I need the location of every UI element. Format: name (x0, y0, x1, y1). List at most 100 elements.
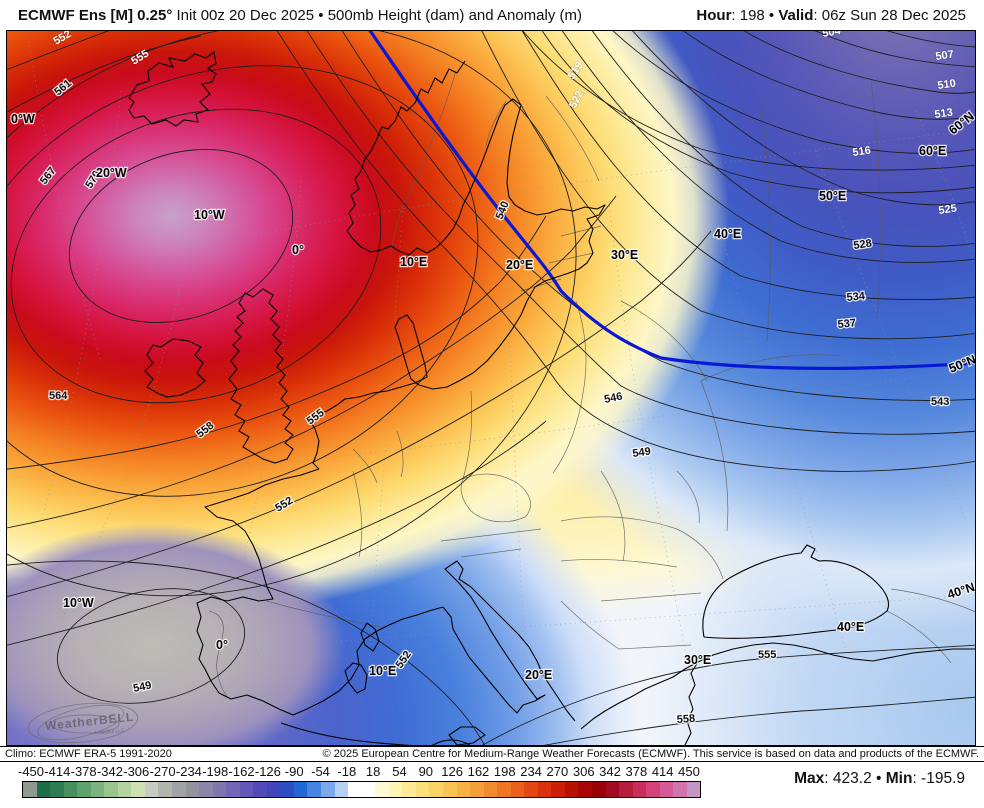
colorbar-tick-label: 18 (365, 764, 381, 779)
map-title: ECMWF Ens [M] 0.25° Init 00z 20 Dec 2025… (18, 7, 582, 24)
colorbar-segment (185, 782, 200, 797)
colorbar-segment (293, 782, 308, 797)
colorbar-tick-label: 414 (651, 764, 674, 779)
colorbar-tick-label: 198 (493, 764, 516, 779)
colorbar-segment (104, 782, 118, 797)
contour-label: 555 (758, 649, 776, 661)
colorbar-tick-label: -306 (123, 764, 150, 779)
contour-label: 549 (632, 446, 652, 460)
contour-label: 537 (837, 317, 857, 331)
country-borders (208, 70, 975, 698)
geo-label: 60°E (919, 144, 946, 158)
contour-label: 507 (935, 49, 955, 63)
colorbar-segment (605, 782, 620, 797)
colorbar-tick-label: -378 (70, 764, 97, 779)
contour-label: 552 (273, 495, 295, 515)
attribution-strip: Climo: ECMWF ERA-5 1991-2020 © 2025 Euro… (0, 746, 984, 762)
contour-label: 510 (937, 78, 957, 92)
contour-label: 549 (132, 679, 152, 695)
colorbar-tick-label: 378 (625, 764, 648, 779)
header-text-segment: : 06z Sun 28 Dec 2025 (813, 6, 966, 24)
colorbar-tick-label: -90 (284, 764, 304, 779)
colorbar-segment (63, 782, 78, 797)
colorbar-segment (253, 782, 267, 797)
colorbar-segment (280, 782, 294, 797)
geo-label: 20°E (506, 258, 533, 272)
colorbar-segment (402, 782, 416, 797)
colorbar-segment (23, 782, 37, 797)
colorbar-tick-label: 126 (441, 764, 463, 779)
colorbar-segment (591, 782, 606, 797)
colorbar-segment (307, 782, 322, 797)
contour-label: 552 (394, 649, 414, 671)
colorbar-tick-label: 162 (467, 764, 490, 779)
geo-label: 10°W (63, 596, 94, 610)
geo-label: 50°E (819, 189, 846, 203)
contour-label: 528 (853, 238, 873, 252)
contour-label: 558 (676, 713, 695, 726)
colorbar-segment (50, 782, 64, 797)
geo-label: 20°W (96, 166, 127, 180)
colorbar-segment (686, 782, 701, 797)
contour-label: 564 (49, 390, 68, 402)
colorbar-segment (442, 782, 457, 797)
geo-label: 40°E (714, 227, 741, 241)
colorbar-tick-label: -234 (175, 764, 202, 779)
colorbar-tick-label: 54 (392, 764, 407, 779)
geo-label: 0°W (11, 112, 35, 126)
colorbar-segment (90, 782, 105, 797)
geo-label: 10°E (369, 664, 396, 678)
geo-label: 40°E (837, 620, 864, 634)
colorbar-segment (321, 782, 335, 797)
contour-label: 504 (821, 30, 842, 40)
colorbar-segment (226, 782, 240, 797)
copyright-note: © 2025 European Centre for Medium-Range … (322, 748, 979, 760)
colorbar-tick-label: -450 (17, 764, 45, 779)
graticule (28, 40, 975, 702)
watermark-sub: Analytics LLC (94, 728, 125, 737)
colorbar-segment (578, 782, 592, 797)
contour-label: 525 (938, 203, 958, 217)
colorbar-segment (334, 782, 349, 797)
colorbar-segment (144, 782, 159, 797)
colorbar-tick-label: 234 (520, 764, 542, 779)
colorbar-tick-label: 342 (599, 764, 621, 779)
colorbar-tick-label: -198 (202, 764, 229, 779)
colorbar-segment (456, 782, 471, 797)
colorbar-tick-label: -414 (44, 764, 71, 779)
max-value: : 423.2 (824, 770, 872, 787)
colorbar-segment (36, 782, 51, 797)
geo-label: 30°E (611, 248, 638, 262)
colorbar-segment (537, 782, 552, 797)
max-label: Max (794, 770, 825, 787)
colorbar-segment (117, 782, 132, 797)
jet-540-contour (368, 31, 975, 370)
climo-note: Climo: ECMWF ERA-5 1991-2020 (5, 748, 172, 760)
colorbar-segment (375, 782, 389, 797)
colorbar-segment (266, 782, 281, 797)
contour-label: 558 (194, 420, 216, 441)
header-text-segment: : 198 • (731, 6, 779, 24)
colorbar-segment (212, 782, 227, 797)
colorbar-segment (632, 782, 647, 797)
stats-separator: • (871, 770, 886, 787)
contour-label: 519 (566, 60, 586, 82)
colorbar-segment (361, 782, 376, 797)
colorbar-segment (564, 782, 579, 797)
colorbar-tick-label: -270 (149, 764, 176, 779)
colorbar (22, 781, 701, 798)
height-contours (7, 31, 975, 745)
contour-label: 555 (305, 407, 327, 427)
colorbar-segment (77, 782, 91, 797)
colorbar-segment (510, 782, 525, 797)
geo-label: 0° (292, 243, 304, 257)
geo-label: 50°N (947, 352, 976, 375)
geo-label: 0° (216, 638, 228, 652)
colorbar-segment (131, 782, 145, 797)
colorbar-segment (172, 782, 186, 797)
contour-label: 534 (846, 290, 866, 304)
colorbar-segment (659, 782, 674, 797)
colorbar-segment (524, 782, 538, 797)
